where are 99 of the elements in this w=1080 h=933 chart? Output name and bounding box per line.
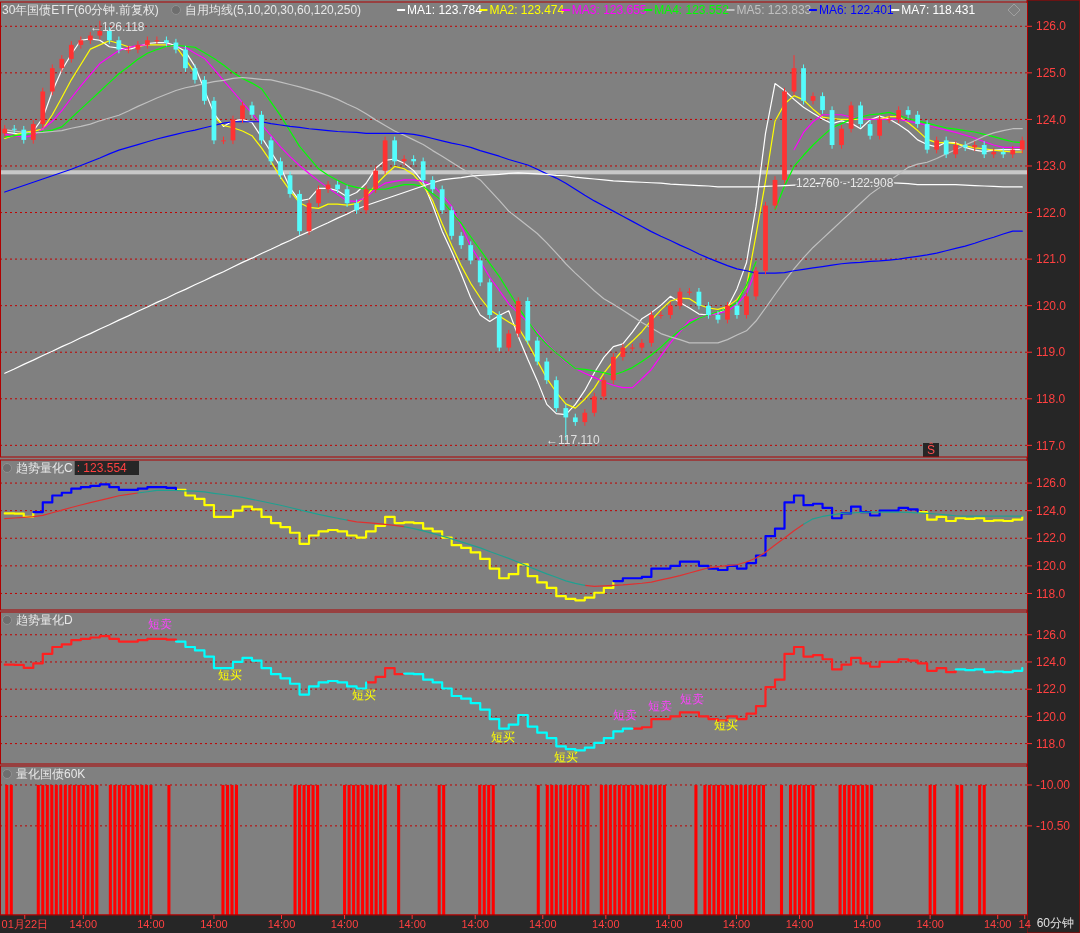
y-tick-label: 122.0 — [1036, 531, 1067, 546]
y-tick-label: 124.0 — [1036, 112, 1067, 127]
x-tick-label: 14:00 — [137, 918, 165, 930]
y-tick-label: 124.0 — [1036, 655, 1067, 670]
legend-label: MA2: 123.474 — [489, 3, 565, 17]
candlestick — [202, 75, 207, 106]
candlestick — [601, 375, 607, 401]
y-tick-label: -10.50 — [1036, 819, 1071, 834]
y-tick-label: -10.00 — [1036, 778, 1071, 793]
annotation: 短买 — [714, 718, 738, 733]
legend-label: MA6: 122.401 — [818, 3, 894, 17]
y-tick-label: 124.0 — [1036, 503, 1067, 518]
chart-title: 30年国债ETF(60分钟.前复权) — [2, 3, 159, 17]
chart-title: 量化国债60K — [16, 767, 86, 781]
y-tick-label: 122.0 — [1036, 682, 1067, 697]
line-series — [4, 76, 1023, 344]
x-tick-label: 14:00 — [592, 918, 620, 930]
annotation: 短买 — [554, 750, 578, 765]
candlestick — [744, 292, 749, 320]
candlestick — [858, 101, 863, 129]
candlestick — [715, 310, 721, 324]
annotation: 短卖 — [148, 617, 172, 632]
y-tick-label: 117.0 — [1036, 438, 1066, 453]
annotation: 短卖 — [680, 692, 704, 707]
candlestick — [183, 45, 188, 73]
x-tick-label: 01月22日 — [1, 918, 49, 930]
x-tick-label: 14 — [1018, 918, 1031, 930]
y-tick-label: 118.0 — [1036, 736, 1066, 751]
annotation: ←117.110 — [546, 433, 600, 448]
candlestick — [943, 136, 949, 159]
candlestick — [534, 336, 540, 366]
y-tick-label: 118.0 — [1036, 586, 1066, 601]
x-tick-label: 14:00 — [69, 918, 98, 930]
candlestick — [610, 352, 616, 385]
legend-label: MA3: 123.655 — [571, 3, 647, 17]
candlestick — [316, 185, 321, 208]
annotation: 短买 — [352, 688, 376, 703]
x-tick-label: 14:00 — [655, 918, 683, 930]
candlestick — [725, 301, 730, 324]
y-tick-label: 126.0 — [1036, 476, 1067, 491]
candlestick — [30, 119, 36, 145]
candlestick — [820, 91, 825, 115]
x-tick-label: 14:00 — [200, 918, 228, 930]
candlestick — [591, 392, 597, 417]
candlestick — [49, 63, 55, 96]
candlestick — [839, 124, 844, 150]
candlestick — [620, 343, 626, 362]
candlestick — [468, 240, 474, 265]
y-tick-label: 123.0 — [1036, 159, 1067, 174]
y-tick-label: 126.0 — [1036, 627, 1067, 642]
legend-label: MA5: 123.833 — [736, 3, 812, 17]
x-tick-label: 14:00 — [785, 918, 814, 930]
chart-title: 趋势量化C — [16, 461, 73, 475]
y-tick-label: 126.0 — [1036, 19, 1067, 34]
x-tick-label: 14:00 — [722, 918, 751, 930]
annotation: 短买 — [218, 668, 242, 683]
y-tick-label: 120.0 — [1036, 709, 1067, 724]
candlestick — [68, 40, 74, 64]
candlestick — [544, 357, 550, 385]
legend-label: MA7: 118.431 — [901, 3, 976, 17]
y-tick-label: 120.0 — [1036, 559, 1067, 574]
candlestick — [373, 166, 378, 194]
text: 60分钟 — [1036, 916, 1074, 931]
candlestick — [392, 136, 398, 166]
x-tick-label: 14:00 — [398, 918, 426, 930]
y-tick-label: 118.0 — [1036, 391, 1066, 406]
candlestick — [877, 115, 882, 140]
y-tick-label: 122.0 — [1036, 205, 1067, 220]
annotation: Ŝ — [926, 442, 936, 458]
candlestick — [477, 256, 483, 287]
candlestick — [810, 91, 816, 106]
chart-subtitle: 自用均线(5,10,20,30,60,120,250) — [185, 3, 362, 17]
x-tick-label: 14:00 — [853, 918, 881, 930]
candlestick — [439, 185, 445, 215]
candlestick — [240, 101, 245, 124]
y-tick-label: 120.0 — [1036, 298, 1067, 313]
x-tick-label: 14:00 — [267, 918, 296, 930]
x-tick-label: 14:00 — [529, 918, 557, 930]
candlestick — [278, 157, 283, 180]
candlestick — [401, 154, 407, 166]
legend-label: MA4: 123.552 — [654, 3, 730, 17]
chart-title: 趋势量化D — [16, 613, 73, 627]
x-tick-label: 14:00 — [461, 918, 489, 930]
y-tick-label: 121.0 — [1036, 252, 1067, 267]
annotation: 短卖 — [648, 699, 672, 714]
legend-label: MA1: 123.784 — [407, 3, 483, 17]
annotation: 短买 — [491, 730, 515, 745]
x-tick-label: 14:00 — [916, 918, 944, 930]
x-tick-label: 14:00 — [330, 918, 359, 930]
y-tick-label: 125.0 — [1036, 66, 1067, 81]
annotation: 短卖 — [613, 708, 637, 723]
chart-subtitle: : 123.554 — [76, 461, 128, 475]
y-tick-label: 119.0 — [1036, 345, 1066, 360]
candlestick — [135, 40, 141, 54]
candlestick — [639, 338, 645, 352]
candlestick — [905, 105, 911, 119]
candlestick — [420, 157, 426, 185]
x-tick-label: 14:00 — [983, 918, 1012, 930]
candlestick — [506, 329, 512, 352]
